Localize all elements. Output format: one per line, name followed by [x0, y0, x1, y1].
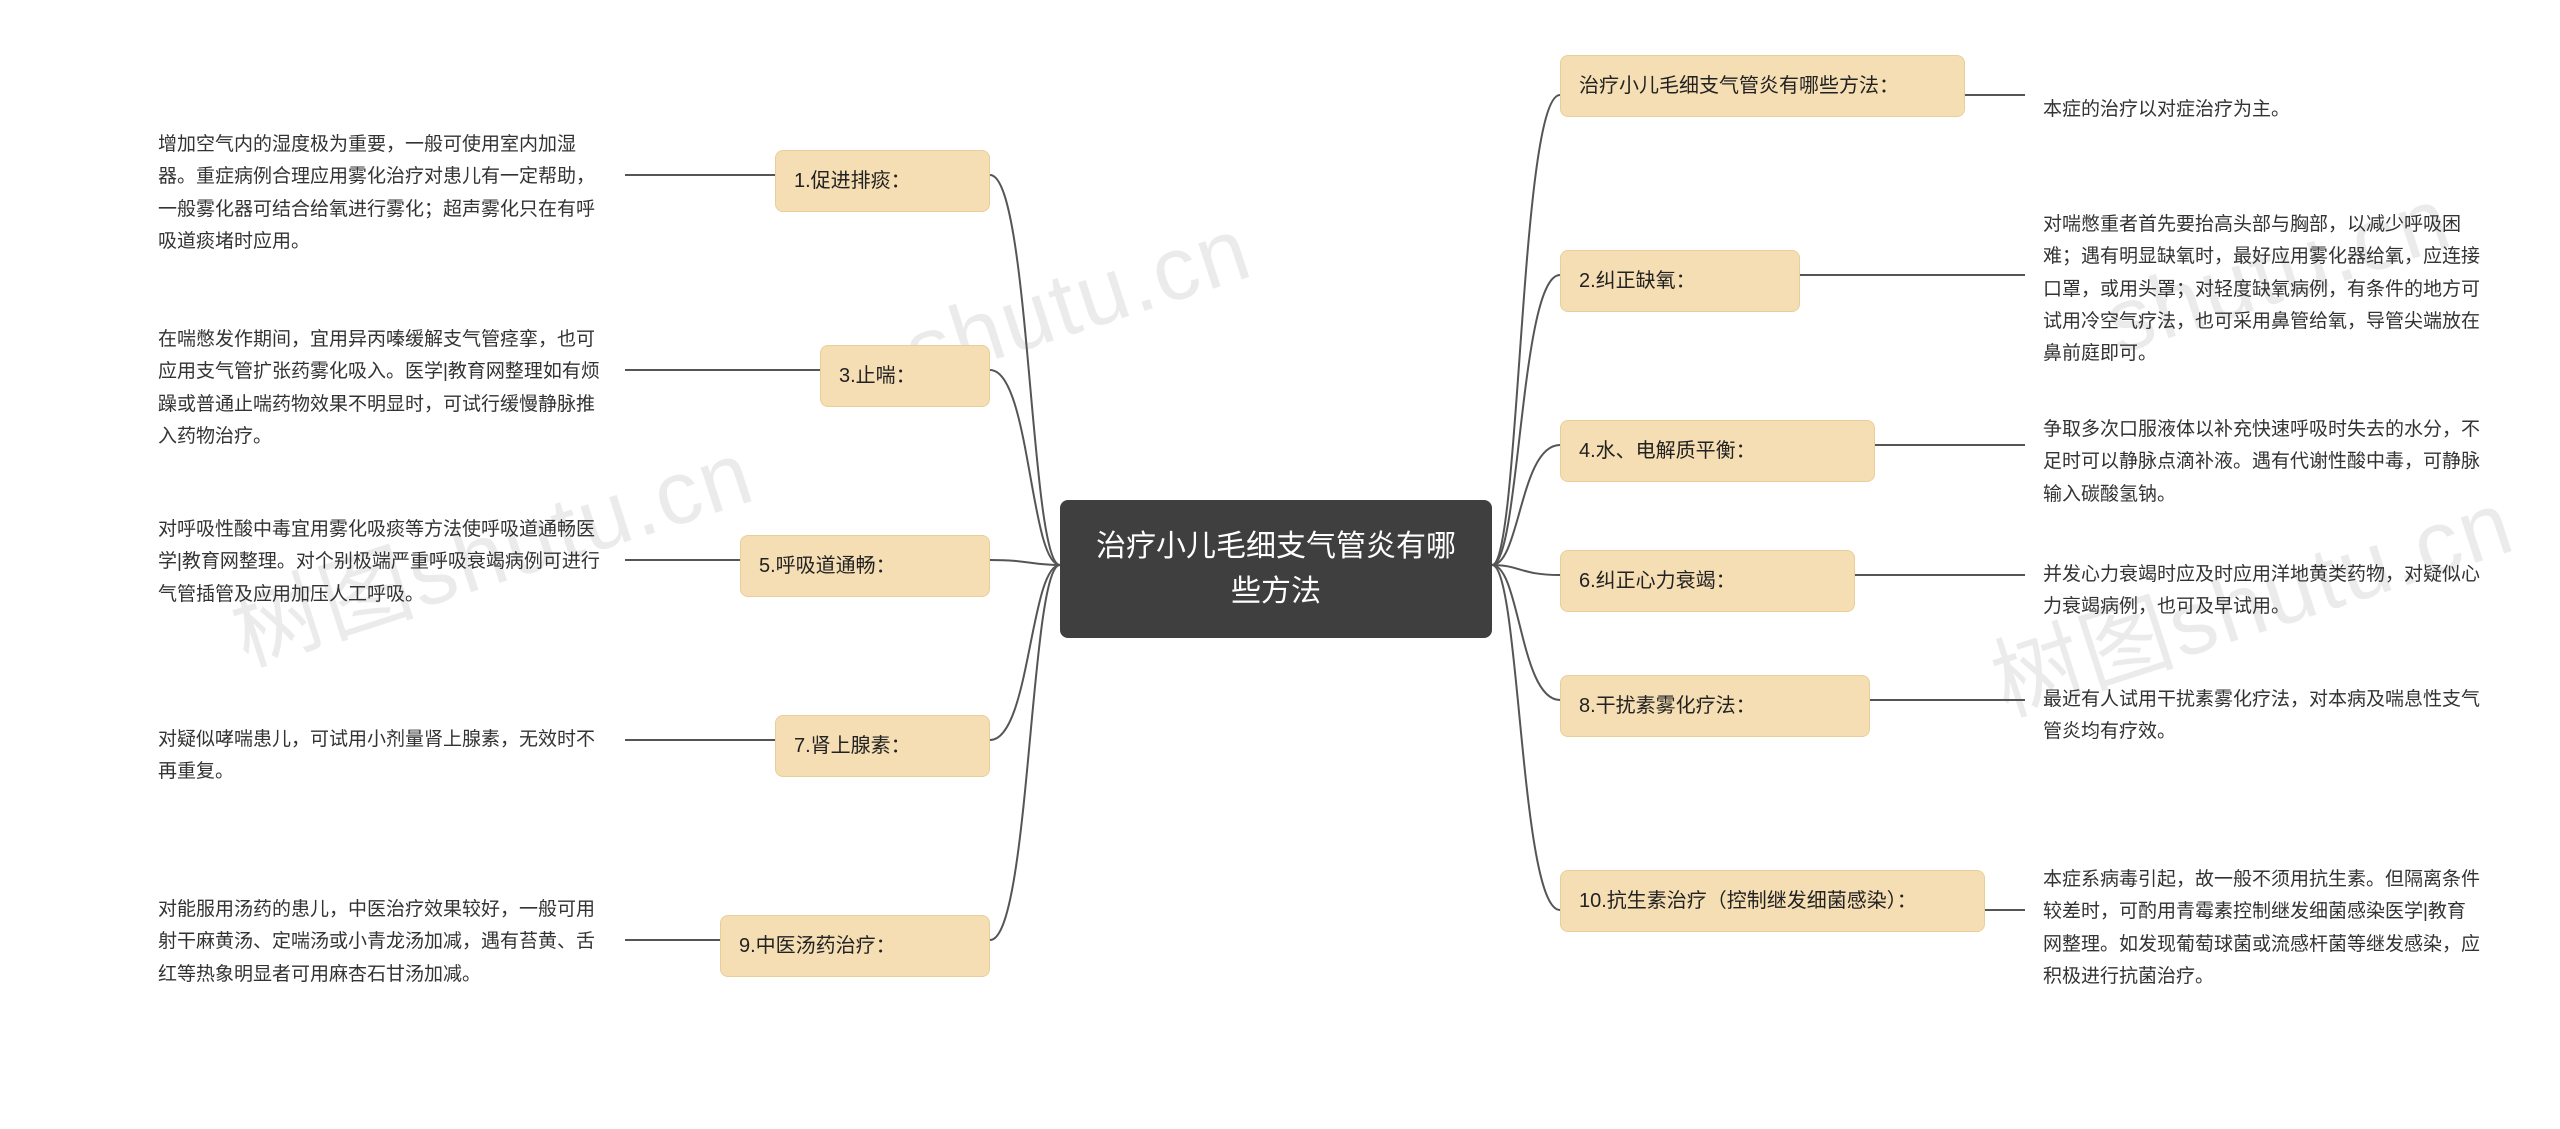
right-node-0-label: 治疗小儿毛细支气管炎有哪些方法：: [1579, 75, 1899, 97]
right-node-2: 4.水、电解质平衡：: [1560, 420, 1875, 482]
left-node-2: 5.呼吸道通畅：: [740, 535, 990, 597]
center-title: 治疗小儿毛细支气管炎有哪些方法: [1096, 530, 1456, 608]
right-node-0: 治疗小儿毛细支气管炎有哪些方法：: [1560, 55, 1965, 117]
left-node-1-desc: 在喘憋发作期间，宜用异丙嗪缓解支气管痉挛，也可应用支气管扩张药雾化吸入。医学|教…: [140, 310, 625, 467]
right-node-5-label: 10.抗生素治疗（控制继发细菌感染）：: [1579, 890, 1917, 912]
right-node-4: 8.干扰素雾化疗法：: [1560, 675, 1870, 737]
right-node-2-desc: 争取多次口服液体以补充快速呼吸时失去的水分，不足时可以静脉点滴补液。遇有代谢性酸…: [2025, 400, 2500, 525]
left-node-0-label: 1.促进排痰：: [794, 170, 911, 192]
right-node-3-label: 6.纠正心力衰竭：: [1579, 570, 1736, 592]
left-node-4: 9.中医汤药治疗：: [720, 915, 990, 977]
left-node-0-desc: 增加空气内的湿度极为重要，一般可使用室内加湿器。重症病例合理应用雾化治疗对患儿有…: [140, 115, 625, 272]
right-node-2-label: 4.水、电解质平衡：: [1579, 440, 1756, 462]
right-node-1-label: 2.纠正缺氧：: [1579, 270, 1696, 292]
left-node-1: 3.止喘：: [820, 345, 990, 407]
right-node-4-desc: 最近有人试用干扰素雾化疗法，对本病及喘息性支气管炎均有疗效。: [2025, 670, 2500, 763]
right-node-3-desc: 并发心力衰竭时应及时应用洋地黄类药物，对疑似心力衰竭病例，也可及早试用。: [2025, 545, 2500, 638]
center-node: 治疗小儿毛细支气管炎有哪些方法: [1060, 500, 1492, 638]
left-node-2-label: 5.呼吸道通畅：: [759, 555, 896, 577]
left-node-1-label: 3.止喘：: [839, 365, 916, 387]
right-node-1: 2.纠正缺氧：: [1560, 250, 1800, 312]
mindmap-canvas: 树图shutu.cn shutu.cn 树图shutu.cn shutu.cn: [0, 0, 2560, 1129]
left-node-0: 1.促进排痰：: [775, 150, 990, 212]
right-node-5-desc: 本症系病毒引起，故一般不须用抗生素。但隔离条件较差时，可酌用青霉素控制继发细菌感…: [2025, 850, 2500, 1007]
left-node-4-label: 9.中医汤药治疗：: [739, 935, 896, 957]
right-node-4-label: 8.干扰素雾化疗法：: [1579, 695, 1756, 717]
left-node-4-desc: 对能服用汤药的患儿，中医治疗效果较好，一般可用射干麻黄汤、定喘汤或小青龙汤加减，…: [140, 880, 625, 1005]
left-node-3: 7.肾上腺素：: [775, 715, 990, 777]
right-node-3: 6.纠正心力衰竭：: [1560, 550, 1855, 612]
left-node-3-label: 7.肾上腺素：: [794, 735, 911, 757]
left-node-3-desc: 对疑似哮喘患儿，可试用小剂量肾上腺素，无效时不再重复。: [140, 710, 625, 803]
right-node-1-desc: 对喘憋重者首先要抬高头部与胸部，以减少呼吸困难；遇有明显缺氧时，最好应用雾化器给…: [2025, 195, 2500, 384]
right-node-5: 10.抗生素治疗（控制继发细菌感染）：: [1560, 870, 1985, 932]
left-node-2-desc: 对呼吸性酸中毒宜用雾化吸痰等方法使呼吸道通畅医学|教育网整理。对个别极端严重呼吸…: [140, 500, 625, 625]
right-node-0-desc: 本症的治疗以对症治疗为主。: [2025, 80, 2495, 140]
